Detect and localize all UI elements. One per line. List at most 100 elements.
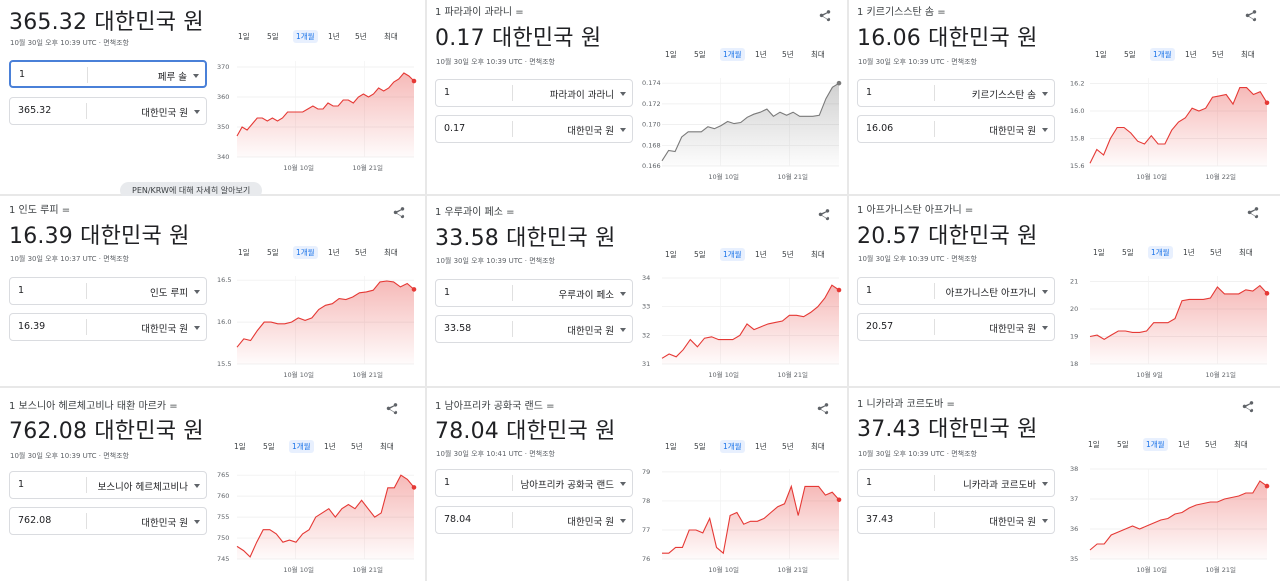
chevron-down-icon[interactable] [620,482,626,486]
currency-select[interactable]: 대한민국 원 [989,324,1036,335]
amount-value[interactable]: 33.58 [444,323,472,334]
tab-range-5[interactable]: 최대 [380,442,394,451]
tab-range-3[interactable]: 1년 [755,50,767,59]
tab-range-2[interactable]: 1개월 [293,246,318,259]
currency-select[interactable]: 대한민국 원 [989,126,1036,137]
amount-input-from[interactable]: 1 아프가니스탄 아프가니 [857,277,1055,305]
tab-range-5[interactable]: 최대 [811,442,825,451]
share-icon[interactable] [1246,205,1260,219]
currency-select[interactable]: 남아프리카 공화국 랜드 [520,480,614,491]
tab-range-0[interactable]: 1일 [238,248,250,257]
tab-range-5[interactable]: 최대 [1239,248,1253,257]
share-icon[interactable] [817,207,831,221]
tab-range-5[interactable]: 최대 [1234,440,1248,449]
currency-select[interactable]: 대한민국 원 [989,517,1036,528]
amount-value[interactable]: 1 [18,285,25,296]
tab-range-0[interactable]: 1일 [1088,440,1100,449]
amount-value[interactable]: 1 [19,69,26,80]
tab-range-1[interactable]: 5일 [1117,440,1129,449]
amount-value[interactable]: 1 [18,479,25,490]
amount-input-to[interactable]: 0.17 대한민국 원 [435,115,633,143]
tab-range-3[interactable]: 1년 [1185,50,1197,59]
tab-range-1[interactable]: 5일 [1122,248,1134,257]
chevron-down-icon[interactable] [1042,326,1048,330]
amount-input-from[interactable]: 1 우루과이 페소 [435,279,633,307]
tab-range-2[interactable]: 1개월 [289,440,314,453]
amount-input-to[interactable]: 365.32 대한민국 원 [9,97,207,125]
amount-input-to[interactable]: 37.43 대한민국 원 [857,506,1055,534]
chevron-down-icon[interactable] [620,128,626,132]
tab-range-4[interactable]: 5년 [1210,248,1222,257]
tab-range-3[interactable]: 1년 [1178,440,1190,449]
amount-input-from[interactable]: 1 페루 솔 [9,60,207,88]
share-icon[interactable] [1241,399,1255,413]
tab-range-5[interactable]: 최대 [384,248,398,257]
tab-range-2[interactable]: 1개월 [293,30,318,43]
chevron-down-icon[interactable] [620,92,626,96]
amount-value[interactable]: 1 [444,87,451,98]
tab-range-2[interactable]: 1개월 [1148,246,1173,259]
tab-range-1[interactable]: 5일 [694,442,706,451]
currency-select[interactable]: 아프가니스탄 아프가니 [945,288,1036,299]
amount-input-to[interactable]: 20.57 대한민국 원 [857,313,1055,341]
chevron-down-icon[interactable] [194,326,200,330]
amount-value[interactable]: 1 [866,87,873,98]
amount-input-to[interactable]: 16.06 대한민국 원 [857,115,1055,143]
chevron-down-icon[interactable] [620,292,626,296]
chevron-down-icon[interactable] [620,328,626,332]
amount-input-to[interactable]: 762.08 대한민국 원 [9,507,207,535]
chevron-down-icon[interactable] [620,519,626,523]
currency-select[interactable]: 대한민국 원 [567,126,614,137]
tab-range-5[interactable]: 최대 [1241,50,1255,59]
tab-range-5[interactable]: 최대 [811,250,825,259]
chevron-down-icon[interactable] [194,110,200,114]
amount-value[interactable]: 16.06 [866,123,894,134]
tab-range-1[interactable]: 5일 [694,250,706,259]
share-icon[interactable] [818,8,832,22]
amount-input-to[interactable]: 78.04 대한민국 원 [435,506,633,534]
currency-select[interactable]: 대한민국 원 [141,324,188,335]
currency-select[interactable]: 대한민국 원 [141,518,188,529]
tab-range-0[interactable]: 1일 [1093,248,1105,257]
currency-select[interactable]: 키르기스스탄 솜 [971,90,1036,101]
amount-value[interactable]: 1 [866,285,873,296]
tab-range-1[interactable]: 5일 [694,50,706,59]
share-icon[interactable] [1244,8,1258,22]
tab-range-3[interactable]: 1년 [1183,248,1195,257]
currency-select[interactable]: 우루과이 페소 [558,290,614,301]
tab-range-4[interactable]: 5년 [351,442,363,451]
learn-more-button[interactable]: PEN/KRW에 대해 자세히 알아보기 [120,182,263,199]
chevron-down-icon[interactable] [194,520,200,524]
tab-range-4[interactable]: 5년 [782,250,794,259]
amount-value[interactable]: 16.39 [18,321,46,332]
amount-value[interactable]: 37.43 [866,514,894,525]
amount-input-to[interactable]: 16.39 대한민국 원 [9,313,207,341]
currency-select[interactable]: 대한민국 원 [141,108,188,119]
tab-range-4[interactable]: 5년 [782,50,794,59]
tab-range-3[interactable]: 1년 [755,442,767,451]
tab-range-0[interactable]: 1일 [238,32,250,41]
tab-range-5[interactable]: 최대 [384,32,398,41]
tab-range-2[interactable]: 1개월 [720,248,745,261]
tab-range-1[interactable]: 5일 [267,32,279,41]
tab-range-2[interactable]: 1개월 [1150,48,1175,61]
tab-range-1[interactable]: 5일 [267,248,279,257]
chevron-down-icon[interactable] [194,290,200,294]
amount-value[interactable]: 0.17 [444,123,466,134]
amount-input-from[interactable]: 1 남아프리카 공화국 랜드 [435,469,633,497]
tab-range-5[interactable]: 최대 [811,50,825,59]
chevron-down-icon[interactable] [1042,128,1048,132]
currency-select[interactable]: 니카라과 코르도바 [963,480,1036,491]
tab-range-3[interactable]: 1년 [328,248,340,257]
tab-range-3[interactable]: 1년 [755,250,767,259]
share-icon[interactable] [392,205,406,219]
amount-input-from[interactable]: 1 파라과이 과라니 [435,79,633,107]
tab-range-0[interactable]: 1일 [665,442,677,451]
chevron-down-icon[interactable] [1042,290,1048,294]
tab-range-3[interactable]: 1년 [328,32,340,41]
tab-range-3[interactable]: 1년 [324,442,336,451]
tab-range-4[interactable]: 5년 [1212,50,1224,59]
tab-range-0[interactable]: 1일 [665,50,677,59]
tab-range-0[interactable]: 1일 [234,442,246,451]
tab-range-0[interactable]: 1일 [665,250,677,259]
